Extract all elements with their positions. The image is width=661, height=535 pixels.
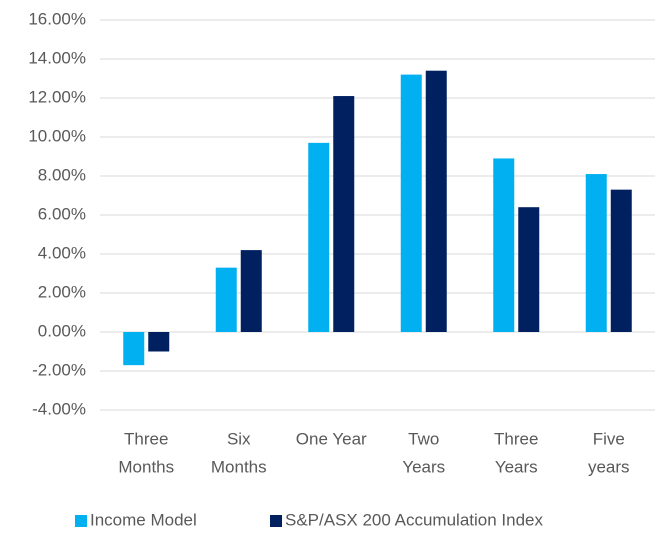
bar: [585, 174, 607, 332]
bar: [240, 250, 262, 332]
bar: [148, 332, 170, 352]
y-tick-label: 6.00%: [38, 204, 86, 223]
y-tick-label: 2.00%: [38, 282, 86, 301]
legend-label: S&P/ASX 200 Accumulation Index: [285, 510, 543, 529]
x-tick-label: Three: [494, 429, 538, 448]
y-tick-label: -2.00%: [32, 360, 86, 379]
x-tick-label: Two: [408, 429, 439, 448]
y-tick-label: 10.00%: [28, 126, 86, 145]
bar: [425, 70, 447, 332]
legend-swatch: [75, 515, 87, 527]
x-tick-label: Five: [593, 429, 625, 448]
bar: [333, 96, 355, 332]
y-tick-label: 14.00%: [28, 48, 86, 67]
legend-label: Income Model: [90, 510, 197, 529]
x-tick-label: Six: [227, 429, 251, 448]
x-tick-label: Years: [402, 457, 445, 476]
bar: [308, 142, 330, 332]
x-tick-label: One Year: [296, 429, 367, 448]
bar: [400, 74, 422, 332]
legend-swatch: [270, 515, 282, 527]
x-tick-label: Months: [118, 457, 174, 476]
y-tick-label: 0.00%: [38, 321, 86, 340]
bar: [518, 207, 540, 332]
x-tick-label: Years: [495, 457, 538, 476]
bar: [610, 189, 632, 332]
bar: [215, 267, 237, 332]
y-tick-label: -4.00%: [32, 399, 86, 418]
x-tick-label: years: [588, 457, 630, 476]
y-tick-label: 8.00%: [38, 165, 86, 184]
y-tick-label: 16.00%: [28, 9, 86, 28]
x-tick-label: Months: [211, 457, 267, 476]
bar: [123, 332, 145, 366]
y-tick-label: 4.00%: [38, 243, 86, 262]
bar: [493, 158, 515, 332]
x-tick-label: Three: [124, 429, 168, 448]
y-tick-label: 12.00%: [28, 87, 86, 106]
